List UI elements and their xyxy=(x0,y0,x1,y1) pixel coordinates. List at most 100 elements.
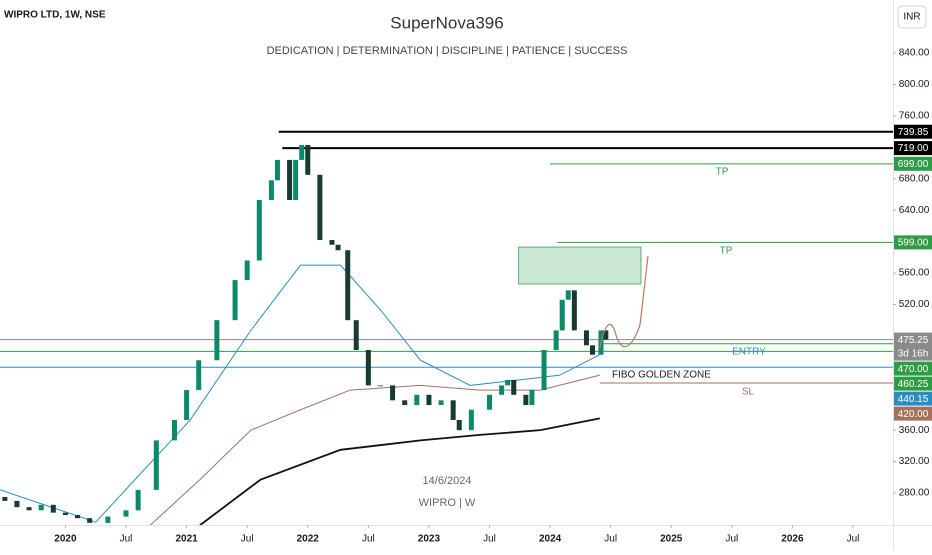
candle-body xyxy=(171,419,177,441)
candle-body xyxy=(603,330,609,340)
price-label: 699.00 xyxy=(898,159,929,170)
zone xyxy=(518,246,642,285)
candle-body xyxy=(105,516,111,523)
candle-body xyxy=(232,280,238,321)
candle-body xyxy=(590,345,596,355)
x-tick-label: 2021 xyxy=(175,534,198,545)
price-label-bg xyxy=(894,376,932,391)
x-tick-label: Jul xyxy=(847,534,860,545)
annotation: FIBO GOLDEN ZONE xyxy=(612,370,711,381)
y-tick-label: 320.00 xyxy=(899,456,930,467)
x-tick-label: 2020 xyxy=(54,534,77,545)
candle-body xyxy=(26,507,32,511)
annotation: SL xyxy=(742,387,755,398)
x-tick-label: Jul xyxy=(362,534,375,545)
chart-title: SuperNova396 xyxy=(390,13,503,32)
candle-body xyxy=(38,504,44,511)
candle-body xyxy=(377,385,383,387)
countdown: 3d 16h xyxy=(898,348,929,359)
candle-body xyxy=(353,320,359,351)
candle-body xyxy=(468,409,474,431)
candle-body xyxy=(450,400,456,420)
annotation: ENTRY xyxy=(732,347,766,358)
y-tick-label: 520.00 xyxy=(899,299,930,310)
candle-body xyxy=(274,159,280,181)
price-label-bg xyxy=(894,406,932,421)
annotation: TP xyxy=(716,167,729,178)
candle-body xyxy=(390,385,396,401)
candle-body xyxy=(50,504,56,513)
price-label: 475.25 xyxy=(898,335,929,346)
currency-button[interactable] xyxy=(897,5,927,29)
candle-body xyxy=(123,510,129,517)
candle-body xyxy=(414,394,420,406)
candle-body xyxy=(529,390,535,406)
candle-body xyxy=(317,174,323,241)
candle-body xyxy=(559,299,565,331)
x-tick-label: 2022 xyxy=(297,534,320,545)
candle-body xyxy=(511,379,517,395)
price-label: 719.00 xyxy=(898,143,929,154)
candle-body xyxy=(499,385,505,395)
watermark-symbol: WIPRO | W xyxy=(419,497,476,509)
watermark-date: 14/6/2024 xyxy=(423,475,472,487)
x-tick-label: 2026 xyxy=(781,534,804,545)
price-label-bg xyxy=(894,124,932,139)
x-tick-label: 2024 xyxy=(539,534,562,545)
price-label: 420.00 xyxy=(898,409,929,420)
projection-path xyxy=(599,255,649,349)
candle-body xyxy=(244,260,250,281)
chart-subtitle: DEDICATION | DETERMINATION | DISCIPLINE … xyxy=(267,45,628,57)
y-tick-label: 360.00 xyxy=(899,425,930,436)
candle-body xyxy=(505,379,511,386)
x-tick-label: Jul xyxy=(241,534,254,545)
candle-body xyxy=(299,144,305,160)
candle-body xyxy=(487,394,493,410)
candle-body xyxy=(345,250,351,321)
plot-area xyxy=(0,130,893,525)
candle-body xyxy=(2,496,8,501)
candle-body xyxy=(305,144,311,175)
moving-average xyxy=(149,374,600,525)
y-tick-label: 640.00 xyxy=(899,205,930,216)
price-label: 440.15 xyxy=(898,394,929,405)
candle-body xyxy=(365,350,371,386)
price-label-bg xyxy=(894,235,932,250)
candle-body xyxy=(329,240,335,245)
currency-label[interactable]: INR xyxy=(903,12,920,23)
candle-body xyxy=(571,290,577,331)
candle-body xyxy=(565,290,571,300)
symbol-label: WIPRO LTD, 1W, NSE xyxy=(4,10,106,21)
y-tick-label: 800.00 xyxy=(899,79,930,90)
candle-body xyxy=(135,489,141,511)
y-tick-label: 560.00 xyxy=(899,268,930,279)
y-tick-label: 280.00 xyxy=(899,488,930,499)
x-tick-label: Jul xyxy=(483,534,496,545)
y-tick-label: 680.00 xyxy=(899,173,930,184)
candle-body xyxy=(87,518,93,523)
x-tick-label: 2025 xyxy=(660,534,683,545)
candle-body xyxy=(438,400,444,406)
price-label: 460.25 xyxy=(898,379,929,390)
price-label-bg xyxy=(894,156,932,171)
candle-body xyxy=(553,330,559,351)
candle-body xyxy=(268,180,274,200)
candle-body xyxy=(196,360,202,391)
candle-body xyxy=(583,330,589,346)
moving-average xyxy=(199,417,600,525)
candle-body xyxy=(153,440,159,490)
y-tick-label: 760.00 xyxy=(899,111,930,122)
price-label-bg xyxy=(894,361,932,376)
x-tick-label: Jul xyxy=(604,534,617,545)
candle-body xyxy=(523,394,529,406)
candle-body xyxy=(402,400,408,406)
candle-body xyxy=(214,320,220,361)
candle-body xyxy=(287,159,293,200)
candle-body xyxy=(293,159,299,200)
price-label-bg xyxy=(894,332,932,361)
candle-body xyxy=(541,350,547,391)
annotation: TP xyxy=(720,246,733,257)
